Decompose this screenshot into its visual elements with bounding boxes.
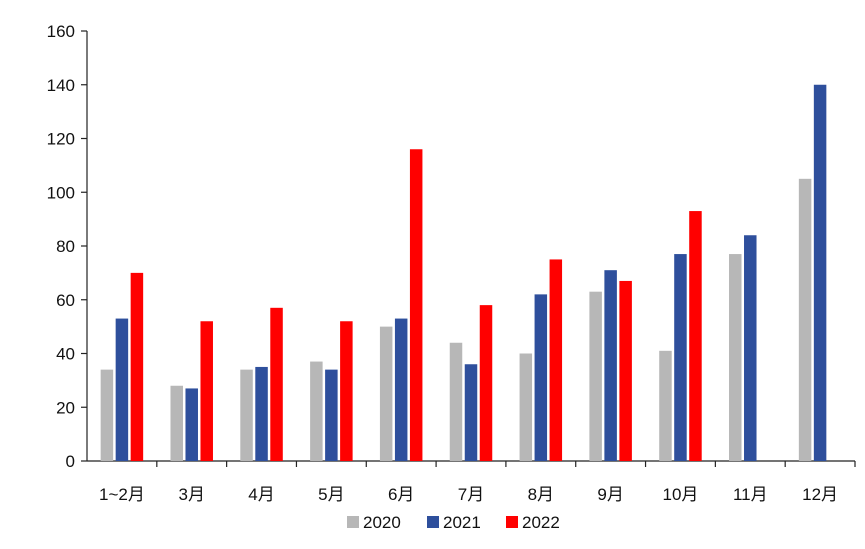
bar-2020-8 — [659, 350, 672, 461]
x-axis: 1~2月 3月 4月 5月 6月 7月 8月 9月 10月 11月 12月 — [87, 460, 856, 504]
y-tick-label: 40 — [56, 345, 75, 364]
bars — [100, 84, 827, 461]
x-tick-label: 8月 — [528, 485, 554, 504]
bar-2021-0 — [115, 318, 129, 461]
y-tick-label: 100 — [47, 183, 75, 202]
y-tick-label: 60 — [56, 291, 75, 310]
bar-2021-6 — [534, 294, 548, 461]
bar-2022-3 — [340, 321, 353, 461]
bar-2022-0 — [130, 272, 144, 461]
y-tick-label: 80 — [56, 237, 75, 256]
x-tick-label: 12月 — [802, 485, 838, 504]
bar-2022-8 — [689, 211, 702, 461]
bar-2021-1 — [185, 388, 198, 461]
bar-2022-5 — [479, 305, 493, 461]
bar-2022-4 — [409, 149, 423, 461]
legend-label-2022: 2022 — [522, 513, 560, 532]
y-tick-label: 120 — [47, 130, 75, 149]
x-tick-label: 7月 — [458, 485, 484, 504]
bar-2021-10 — [813, 84, 827, 461]
bar-2020-4 — [379, 326, 393, 461]
bar-2021-9 — [744, 235, 757, 461]
bar-2020-5 — [449, 342, 463, 461]
x-tick-label: 4月 — [248, 485, 274, 504]
bar-2022-2 — [270, 307, 283, 461]
legend-label-2021: 2021 — [443, 513, 481, 532]
bar-2022-7 — [619, 280, 632, 461]
x-tick-label: 1~2月 — [99, 485, 145, 504]
bar-2020-6 — [519, 353, 533, 461]
y-axis: 0 20 40 60 80 100 120 140 160 — [47, 22, 88, 471]
x-tick-label: 6月 — [388, 485, 414, 504]
bar-2021-4 — [394, 318, 408, 461]
x-tick-label: 5月 — [318, 485, 344, 504]
bar-2020-9 — [729, 254, 742, 461]
bar-2021-2 — [255, 366, 268, 461]
bar-2021-8 — [674, 254, 687, 461]
x-tick-label: 10月 — [662, 485, 698, 504]
x-tick-label: 3月 — [178, 485, 204, 504]
bar-2021-5 — [464, 364, 478, 461]
legend-swatch-2020 — [347, 516, 359, 528]
bar-2021-3 — [325, 369, 338, 461]
bar-2021-7 — [604, 270, 617, 461]
y-tick-label: 140 — [47, 76, 75, 95]
bar-2020-7 — [589, 291, 602, 461]
bar-2020-3 — [310, 361, 323, 461]
bar-2020-1 — [170, 385, 183, 461]
bar-2020-10 — [798, 178, 812, 461]
y-tick-label: 160 — [47, 22, 75, 41]
bar-2022-6 — [549, 259, 563, 461]
legend-swatch-2022 — [506, 516, 518, 528]
bar-2022-1 — [200, 321, 213, 461]
bar-2020-2 — [240, 369, 253, 461]
bar-2020-0 — [100, 369, 114, 461]
x-tick-label: 11月 — [733, 485, 768, 504]
legend-label-2020: 2020 — [363, 513, 401, 532]
legend: 2020 2021 2022 — [347, 513, 560, 532]
legend-swatch-2021 — [427, 516, 439, 528]
y-tick-label: 20 — [56, 398, 75, 417]
y-tick-label: 0 — [66, 452, 75, 471]
x-tick-label: 9月 — [597, 485, 623, 504]
